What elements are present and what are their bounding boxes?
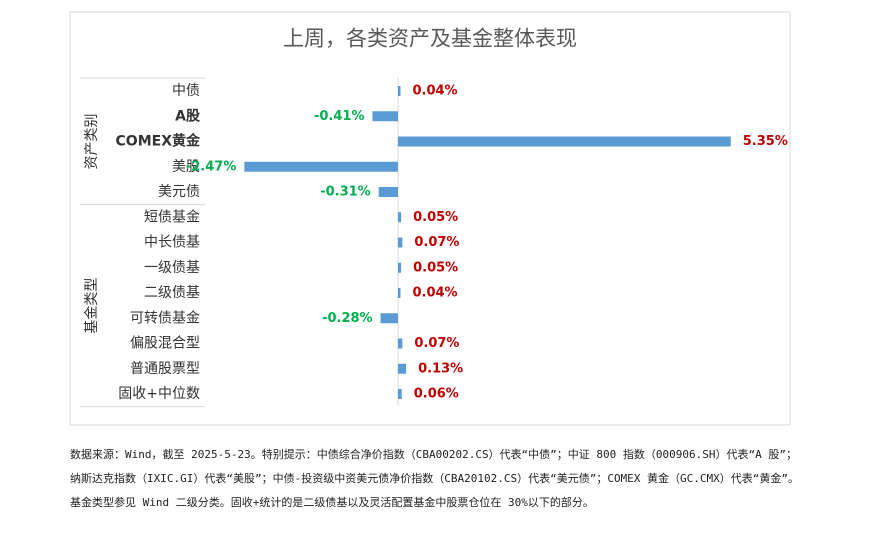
category-label: 中长债基 — [144, 234, 200, 251]
value-label: 0.07% — [414, 336, 459, 351]
group-label: 资产类别 — [84, 114, 100, 170]
category-label: COMEX黄金 — [116, 133, 201, 150]
category-label: 美股 — [172, 159, 200, 175]
category-label: 短债基金 — [144, 208, 200, 225]
bar — [398, 86, 401, 96]
category-label: 二级债基 — [144, 284, 200, 301]
value-label: 0.04% — [412, 286, 457, 301]
category-label: 美元债 — [158, 184, 200, 200]
value-label: -0.31% — [320, 185, 371, 200]
bar — [378, 187, 398, 197]
group-label: 基金类型 — [83, 278, 100, 334]
category-label: 可转债基金 — [130, 309, 200, 326]
category-label: 偏股混合型 — [130, 336, 200, 352]
bar — [398, 389, 402, 399]
value-label: -0.28% — [322, 311, 373, 326]
chart-title: 上周，各类资产及基金整体表现 — [283, 27, 577, 51]
category-label: 固收+中位数 — [118, 386, 200, 402]
bar — [398, 136, 731, 147]
bar — [380, 313, 398, 324]
bar — [398, 363, 407, 374]
category-label: 中债 — [172, 83, 200, 99]
value-label: 0.04% — [412, 84, 457, 99]
bar — [398, 212, 402, 223]
category-label: 普通股票型 — [130, 361, 200, 377]
category-label: A股 — [175, 108, 201, 124]
value-label: 0.13% — [418, 361, 463, 376]
value-label: -0.41% — [314, 109, 365, 124]
chart: 上周，各类资产及基金整体表现 中债 0.04% A股 -0.41% COMEX黄金 5.3… — [69, 11, 791, 426]
value-label: 0.06% — [414, 387, 459, 402]
bar — [244, 161, 398, 172]
value-label: -2.47% — [186, 159, 237, 174]
value-label: 0.05% — [413, 210, 458, 225]
value-label: 5.35% — [743, 134, 788, 149]
chart-frame — [69, 11, 791, 426]
bar — [398, 262, 402, 273]
category-label: 一级债基 — [144, 259, 200, 276]
value-label: 0.05% — [413, 260, 458, 275]
bar — [372, 111, 398, 122]
value-label: 0.07% — [414, 235, 459, 250]
bar — [398, 237, 403, 248]
bar — [398, 288, 401, 298]
bar — [398, 338, 403, 349]
source-note: 数据来源：Wind，截至 2025-5-23。特别提示：中债综合净价指数（CBA… — [70, 448, 800, 509]
